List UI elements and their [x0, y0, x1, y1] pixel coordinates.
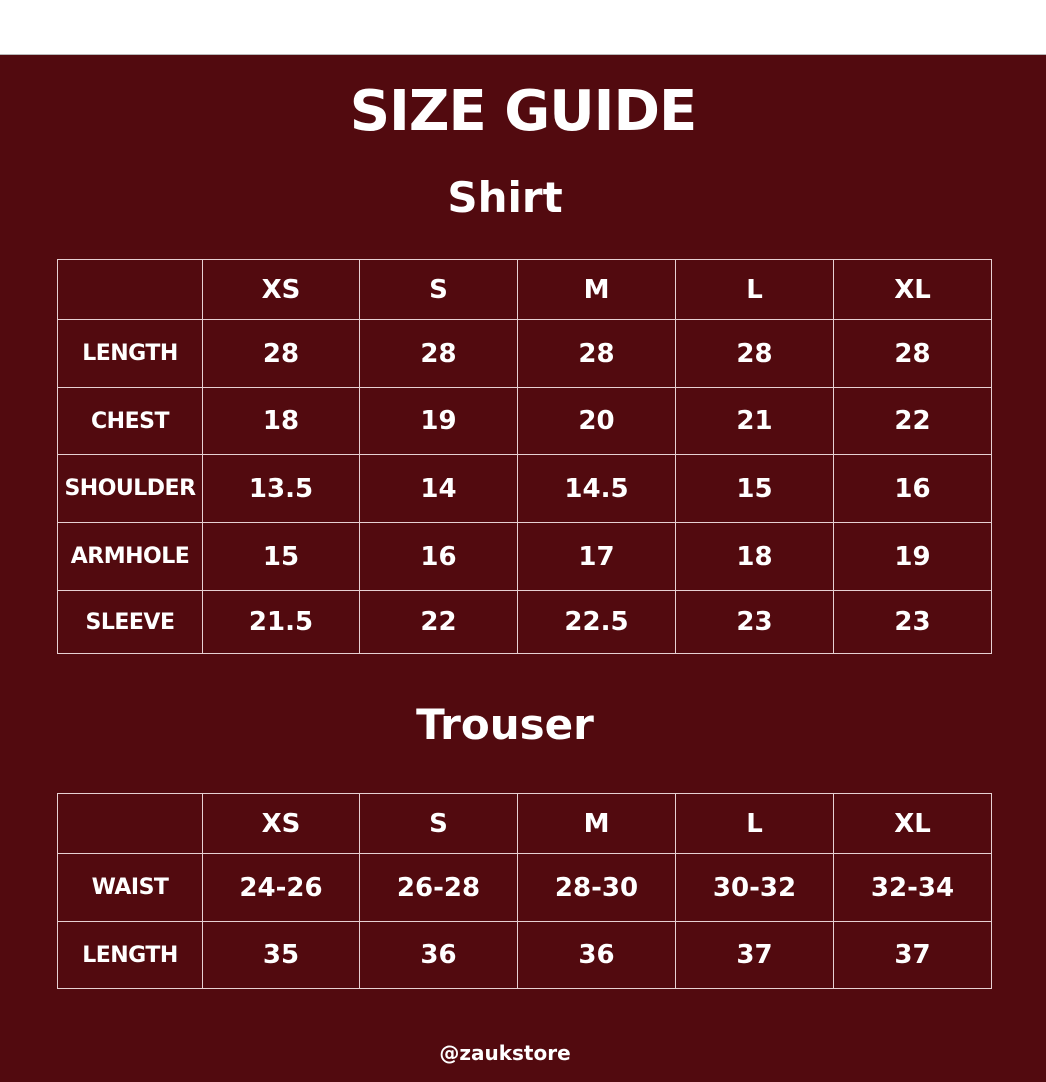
corner-cell: [57, 259, 203, 320]
measurement-cell: 16: [359, 522, 518, 591]
measurement-cell: 16: [833, 454, 992, 523]
page-title: SIZE GUIDE: [349, 79, 698, 144]
measurement-cell: 13.5: [202, 454, 360, 523]
row-label: LENGTH: [57, 319, 203, 388]
measurement-cell: 30-32: [675, 853, 834, 922]
measurement-cell: 35: [202, 921, 360, 989]
measurement-cell: 28-30: [517, 853, 676, 922]
measurement-cell: 21.5: [202, 590, 360, 654]
measurement-cell: 18: [675, 522, 834, 591]
table-row: CHEST 18 19 20 21 22: [57, 387, 992, 455]
trouser-size-table: XS S M L XL WAIST 24-26 26-28 28-30 30-32 32-34 LEN…: [57, 793, 992, 989]
size-header-cell: XS: [202, 259, 360, 320]
size-header-cell: S: [359, 793, 518, 854]
size-guide-panel: SIZE GUIDE Shirt XS S M L XL LENGTH 28 28 28 28 28…: [0, 54, 1046, 1082]
size-header-cell: XL: [833, 259, 992, 320]
header-row: XS S M L XL: [57, 259, 992, 320]
measurement-cell: 28: [202, 319, 360, 388]
measurement-cell: 19: [359, 387, 518, 455]
measurement-cell: 37: [675, 921, 834, 989]
measurement-cell: 23: [675, 590, 834, 654]
measurement-cell: 14: [359, 454, 518, 523]
measurement-cell: 20: [517, 387, 676, 455]
header-row: XS S M L XL: [57, 793, 992, 854]
measurement-cell: 22: [833, 387, 992, 455]
row-label: WAIST: [57, 853, 203, 922]
table-row: LENGTH 28 28 28 28 28: [57, 319, 992, 388]
row-label: SLEEVE: [57, 590, 203, 654]
measurement-cell: 22.5: [517, 590, 676, 654]
table-row: SHOULDER 13.5 14 14.5 15 16: [57, 454, 992, 523]
size-header-cell: L: [675, 793, 834, 854]
measurement-cell: 19: [833, 522, 992, 591]
table-row: WAIST 24-26 26-28 28-30 30-32 32-34: [57, 853, 992, 922]
trouser-heading: Trouser: [416, 700, 594, 749]
measurement-cell: 14.5: [517, 454, 676, 523]
measurement-cell: 15: [675, 454, 834, 523]
row-label: ARMHOLE: [57, 522, 203, 591]
size-header-cell: XL: [833, 793, 992, 854]
measurement-cell: 24-26: [202, 853, 360, 922]
measurement-cell: 15: [202, 522, 360, 591]
size-header-cell: M: [517, 793, 676, 854]
corner-cell: [57, 793, 203, 854]
size-header-cell: L: [675, 259, 834, 320]
table-row: SLEEVE 21.5 22 22.5 23 23: [57, 590, 992, 654]
measurement-cell: 37: [833, 921, 992, 989]
measurement-cell: 32-34: [833, 853, 992, 922]
measurement-cell: 36: [359, 921, 518, 989]
measurement-cell: 26-28: [359, 853, 518, 922]
measurement-cell: 23: [833, 590, 992, 654]
measurement-cell: 28: [833, 319, 992, 388]
measurement-cell: 18: [202, 387, 360, 455]
measurement-cell: 28: [359, 319, 518, 388]
table-row: LENGTH 35 36 36 37 37: [57, 921, 992, 989]
shirt-heading: Shirt: [447, 173, 563, 222]
measurement-cell: 28: [675, 319, 834, 388]
measurement-cell: 36: [517, 921, 676, 989]
table-row: ARMHOLE 15 16 17 18 19: [57, 522, 992, 591]
measurement-cell: 21: [675, 387, 834, 455]
store-handle: @zaukstore: [439, 1041, 571, 1065]
measurement-cell: 28: [517, 319, 676, 388]
measurement-cell: 17: [517, 522, 676, 591]
size-header-cell: M: [517, 259, 676, 320]
measurement-cell: 22: [359, 590, 518, 654]
size-header-cell: S: [359, 259, 518, 320]
row-label: SHOULDER: [57, 454, 203, 523]
row-label: LENGTH: [57, 921, 203, 989]
size-header-cell: XS: [202, 793, 360, 854]
row-label: CHEST: [57, 387, 203, 455]
shirt-size-table: XS S M L XL LENGTH 28 28 28 28 28 CHEST 18 19 20 21 22 SH…: [57, 259, 992, 654]
